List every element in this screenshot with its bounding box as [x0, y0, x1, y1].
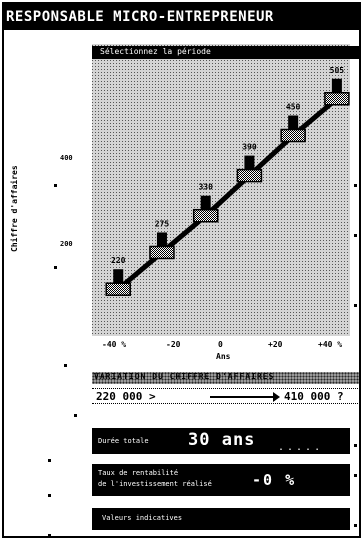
- range-to-value: 410 000 ?: [284, 390, 344, 403]
- arrow-right-icon: [210, 392, 280, 402]
- chart-area[interactable]: 220 275 330 390 450 505: [82, 44, 359, 340]
- chart-title-bar[interactable]: Sélectionnez la période: [92, 46, 359, 59]
- rate-panel[interactable]: Taux de rentabilité de l'investissement …: [92, 464, 350, 496]
- point-label: 275: [155, 219, 170, 228]
- edge-marker: [354, 234, 357, 237]
- chart-title: Sélectionnez la période: [100, 47, 211, 56]
- x-tick-label: +40 %: [318, 340, 343, 349]
- footer-text: Valeurs indicatives: [102, 514, 183, 522]
- point-label: 390: [242, 143, 257, 152]
- chart-background: [92, 44, 350, 336]
- x-axis-label: Ans: [216, 352, 231, 361]
- data-point[interactable]: [105, 269, 131, 296]
- range-selector[interactable]: 220 000 > 410 000 ?: [92, 388, 359, 404]
- data-point[interactable]: [236, 155, 263, 183]
- data-point[interactable]: [280, 115, 306, 143]
- edge-marker: [354, 304, 357, 307]
- y-tick-label: 200: [60, 240, 73, 248]
- point-label: 330: [198, 183, 213, 192]
- edge-marker: [74, 414, 77, 417]
- x-tick-label: 0: [218, 340, 223, 349]
- edge-marker: [54, 266, 57, 269]
- range-title: VARIATION DU CHIFFRE D'AFFAIRES: [94, 372, 275, 381]
- edge-marker: [354, 524, 357, 527]
- y-axis-label: Chiffre d'affaires: [10, 165, 19, 253]
- app-banner: RESPONSABLE MICRO-ENTREPRENEUR: [4, 4, 359, 32]
- edge-marker: [54, 184, 57, 187]
- x-tick-label: -40 %: [102, 340, 127, 349]
- data-point[interactable]: [192, 195, 219, 223]
- edge-marker: [48, 494, 51, 497]
- y-tick-label: 400: [60, 154, 73, 162]
- x-tick-label: -20: [166, 340, 181, 349]
- x-axis-ticks: -40 % -20 0 +20 +40 %: [92, 340, 359, 356]
- rate-sublabel: de l'investissement réalisé: [98, 480, 212, 488]
- data-point[interactable]: [324, 78, 350, 106]
- line-chart: 220 275 330 390 450 505: [92, 44, 350, 336]
- banner-title: RESPONSABLE MICRO-ENTREPRENEUR: [6, 9, 274, 25]
- edge-marker: [48, 459, 51, 462]
- duration-dots: .....: [278, 442, 324, 453]
- edge-marker: [48, 534, 51, 536]
- range-from-value: 220 000 >: [96, 390, 156, 403]
- edge-marker: [64, 364, 67, 367]
- x-tick-label: +20: [268, 340, 283, 349]
- duration-panel[interactable]: Durée totale 30 ans .....: [92, 428, 350, 454]
- edge-marker: [354, 474, 357, 477]
- edge-marker: [354, 444, 357, 447]
- duration-label: Durée totale: [98, 437, 149, 445]
- edge-marker: [354, 184, 357, 187]
- range-title-bar: VARIATION DU CHIFFRE D'AFFAIRES: [92, 372, 359, 384]
- rate-label: Taux de rentabilité: [98, 469, 179, 477]
- point-label: 220: [111, 256, 126, 265]
- footer-panel[interactable]: Valeurs indicatives: [92, 508, 350, 530]
- point-label: 450: [286, 103, 301, 112]
- duration-value: 30 ans: [188, 430, 256, 450]
- rate-value: -0 %: [252, 471, 297, 489]
- data-point[interactable]: [149, 232, 175, 260]
- point-label: 505: [330, 66, 345, 75]
